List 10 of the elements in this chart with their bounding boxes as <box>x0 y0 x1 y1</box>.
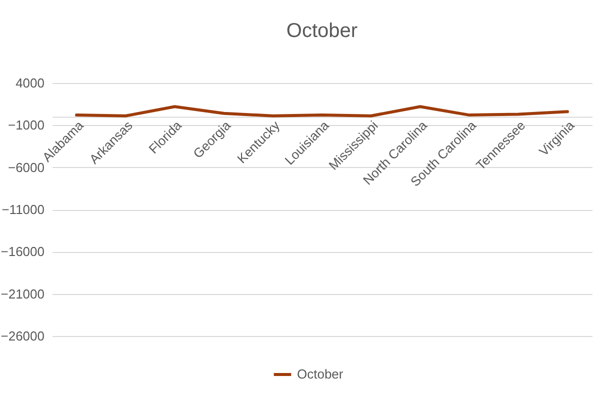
chart-title: October <box>286 20 358 42</box>
y-tick-label: 4000 <box>16 76 44 90</box>
y-tick-label: −11000 <box>2 202 44 217</box>
y-tick-label: −26000 <box>0 328 44 344</box>
y-tick-label: −16000 <box>0 244 44 260</box>
y-tick-label: −1000 <box>8 118 44 133</box>
legend-label: October <box>297 366 344 382</box>
y-tick-label: −21000 <box>0 286 44 302</box>
line-series <box>75 105 569 118</box>
y-tick-label: −6000 <box>8 160 44 175</box>
